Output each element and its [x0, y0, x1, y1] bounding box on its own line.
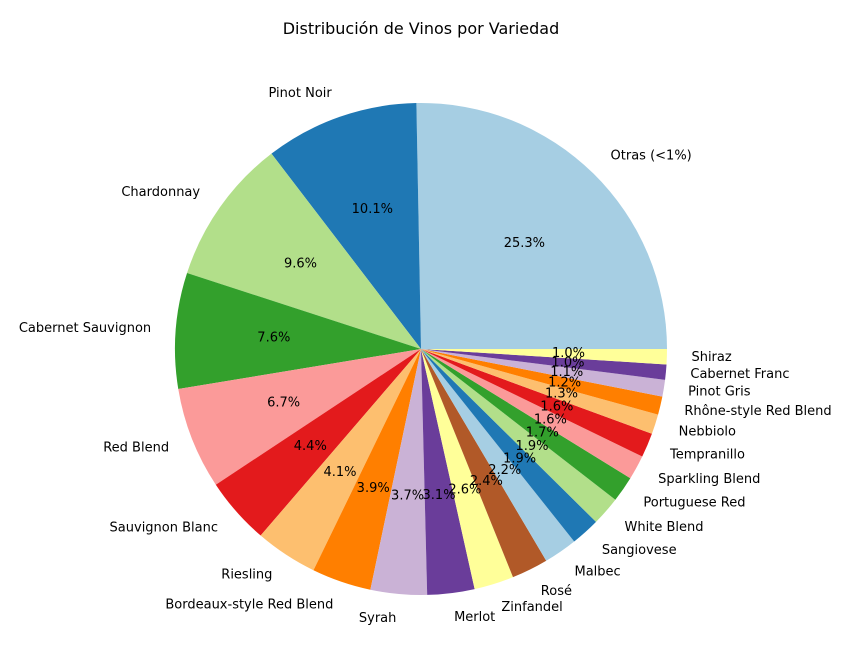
slice-percent-pinot-noir: 10.1%	[352, 202, 393, 217]
slice-percent-syrah: 3.7%	[391, 488, 424, 503]
slice-label-nebbiolo: Nebbiolo	[679, 424, 736, 439]
pie-slice-syrah	[370, 349, 428, 595]
slice-percent-red-blend: 6.7%	[267, 395, 300, 410]
pie-slice-pinot-gris	[421, 349, 666, 397]
slice-label-riesling: Riesling	[221, 568, 272, 583]
slice-percent-sangiovese: 1.9%	[503, 451, 536, 466]
slice-label-otras-1: Otras (<1%)	[611, 148, 692, 163]
pie-slice-nebbiolo	[421, 349, 659, 434]
pie-slice-portuguese-red	[421, 349, 631, 500]
pie-slice-sparkling-blend	[421, 349, 643, 479]
pie-slice-sangiovese	[421, 349, 597, 542]
slice-percent-rhone-style-red-blend: 1.2%	[548, 376, 581, 391]
slice-percent-labels: 25.3% 10.1% 9.6% 7.6% 6.7% 4.4% 4.1%3.9% 3.7%3.…	[257, 202, 585, 503]
slice-percent-malbec: 2.2%	[488, 463, 521, 478]
slice-label-zinfandel: Zinfandel	[501, 600, 562, 615]
slice-label-sangiovese: Sangiovese	[602, 543, 677, 558]
slice-percent-otras-1: 25.3%	[504, 236, 545, 251]
slice-label-rhone-style-red-blend: Rhône-style Red Blend	[684, 404, 831, 419]
pie-slice-red-blend	[178, 349, 421, 485]
slice-label-pinot-gris: Pinot Gris	[688, 385, 751, 400]
slice-percent-riesling: 4.1%	[323, 465, 356, 480]
slice-percent-tempranillo: 1.6%	[540, 399, 573, 414]
slice-percent-merlot: 3.1%	[423, 488, 456, 503]
pie-slice-riesling	[260, 349, 421, 571]
pie-slice-shiraz	[421, 349, 667, 365]
pie-slice-cabernet-sauvignon	[174, 272, 421, 390]
pie-slice-otras-1	[416, 103, 667, 349]
slice-label-pinot-noir: Pinot Noir	[269, 86, 333, 101]
slice-label-tempranillo: Tempranillo	[669, 447, 745, 462]
slice-percent-cabernet-franc: 1.0%	[551, 355, 584, 370]
slice-label-portuguese-red: Portuguese Red	[643, 496, 745, 511]
slice-label-shiraz: Shiraz	[691, 350, 731, 365]
slice-label-red-blend: Red Blend	[103, 440, 169, 455]
pie-slices	[174, 103, 667, 595]
slice-percent-sparkling-blend: 1.6%	[534, 413, 567, 428]
slice-percent-white-blend: 1.9%	[516, 439, 549, 454]
slice-label-white-blend: White Blend	[625, 520, 704, 535]
pie-slice-rose	[421, 349, 547, 578]
slice-labels: Otras (<1%) Pinot Noir Chardonnay Cabernet …	[19, 86, 832, 626]
slice-percent-chardonnay: 9.6%	[284, 256, 317, 271]
slice-label-malbec: Malbec	[575, 564, 621, 579]
slice-label-sauvignon-blanc: Sauvignon Blanc	[110, 520, 218, 535]
pie-slice-white-blend	[421, 349, 616, 522]
pie-slice-merlot	[421, 349, 475, 595]
slice-label-syrah: Syrah	[359, 611, 397, 626]
slice-percent-pinot-gris: 1.1%	[550, 365, 583, 380]
pie-slice-tempranillo	[421, 349, 652, 457]
pie-slice-malbec	[421, 349, 575, 561]
slice-percent-sauvignon-blanc: 4.4%	[294, 439, 327, 454]
pie-slice-rhone-style-red-blend	[421, 349, 663, 415]
slice-percent-shiraz: 1.0%	[552, 346, 585, 361]
slice-percent-zinfandel: 2.6%	[448, 482, 481, 497]
slice-label-rose: Rosé	[541, 584, 572, 599]
chart-title: Distribución de Vinos por Variedad	[283, 19, 560, 38]
pie-slice-chardonnay	[187, 153, 421, 349]
pie-slice-bordeaux-style-red-blend	[313, 349, 421, 590]
slice-label-bordeaux-style-red-blend: Bordeaux-style Red Blend	[165, 598, 333, 613]
slice-label-cabernet-franc: Cabernet Franc	[690, 367, 789, 382]
slice-label-cabernet-sauvignon: Cabernet Sauvignon	[19, 321, 151, 336]
slice-percent-bordeaux-style-red-blend: 3.9%	[357, 481, 390, 496]
slice-percent-nebbiolo: 1.3%	[545, 387, 578, 402]
pie-slice-cabernet-franc	[421, 349, 667, 380]
pie-slice-pinot-noir	[271, 103, 421, 349]
slice-percent-rose: 2.4%	[470, 474, 503, 489]
pie-slice-zinfandel	[421, 349, 513, 590]
slice-percent-portuguese-red: 1.7%	[526, 426, 559, 441]
slice-label-chardonnay: Chardonnay	[121, 185, 200, 200]
slice-label-sparkling-blend: Sparkling Blend	[658, 472, 760, 487]
pie-slice-sauvignon-blanc	[215, 349, 421, 536]
slice-label-merlot: Merlot	[454, 610, 495, 625]
slice-percent-cabernet-sauvignon: 7.6%	[257, 330, 290, 345]
